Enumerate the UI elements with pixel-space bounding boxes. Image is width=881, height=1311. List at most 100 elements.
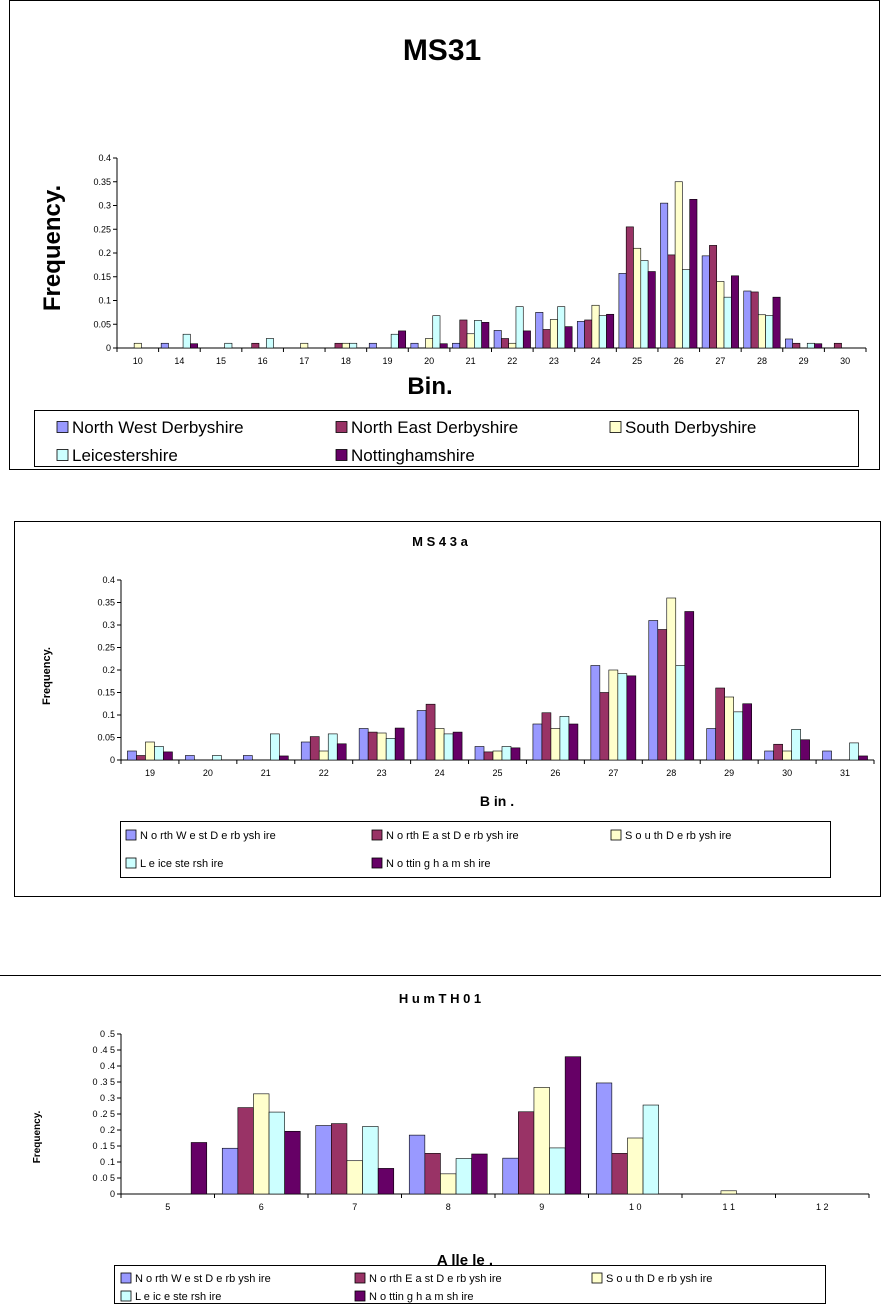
- bar: [541, 712, 552, 761]
- bar: [550, 728, 561, 761]
- y-tick-label: 0.1: [98, 296, 111, 306]
- bar: [434, 728, 445, 761]
- bar: [715, 687, 725, 761]
- bar: [633, 247, 642, 349]
- bar: [591, 304, 600, 349]
- bar: [772, 296, 781, 349]
- bar: [518, 1111, 535, 1195]
- bar: [160, 342, 169, 349]
- x-tick-label: 25: [632, 356, 642, 366]
- chart-title: H u m T H 0 1: [399, 991, 481, 1006]
- bar: [432, 315, 441, 349]
- legend-label: N o rth W e st D e rb ysh ire: [135, 1273, 271, 1285]
- x-tick-label: 18: [341, 356, 351, 366]
- bar: [408, 1134, 426, 1195]
- y-tick-label: 0.2: [102, 665, 115, 675]
- bar: [243, 755, 253, 761]
- bar: [559, 716, 570, 761]
- bar: [377, 1168, 395, 1195]
- bar: [182, 333, 191, 349]
- bar: [424, 1153, 441, 1195]
- legend-swatch: [591, 1272, 603, 1284]
- y-tick-label: 0.35: [97, 598, 115, 608]
- legend-label: L e ice ste rsh ire: [140, 858, 223, 870]
- bar: [346, 1160, 363, 1195]
- y-axis-label: Frequency.: [41, 647, 53, 705]
- bar: [471, 1153, 488, 1195]
- bar: [584, 319, 593, 349]
- legend: N o rth W e st D e rb ysh ire N o rth E a…: [120, 1272, 712, 1303]
- x-tick-label: 17: [299, 356, 309, 366]
- bar: [660, 202, 669, 349]
- y-tick-label: 0 .4: [100, 1061, 115, 1071]
- x-tick-label: 20: [203, 768, 213, 778]
- bar: [731, 275, 739, 349]
- bar: [284, 1130, 301, 1195]
- bar: [515, 306, 524, 349]
- bar: [724, 696, 734, 761]
- bar: [800, 739, 810, 761]
- y-axis-label: Frequency.: [39, 185, 66, 311]
- bar: [502, 1157, 519, 1195]
- bar: [627, 1137, 644, 1195]
- y-tick-label: 0.4: [98, 153, 111, 163]
- bar: [224, 342, 233, 349]
- x-tick-label: 1 0: [629, 1202, 642, 1212]
- legend-label: Nottinghamshire: [351, 446, 475, 465]
- bar: [549, 1147, 566, 1195]
- chart-title: MS31: [403, 34, 481, 67]
- bar: [765, 315, 774, 349]
- bar: [455, 1158, 472, 1195]
- legend-label: North East Derbyshire: [351, 418, 518, 437]
- legend-label: N o ttin g h a m sh ire: [386, 858, 491, 870]
- bar: [237, 1107, 254, 1195]
- bar: [642, 1104, 659, 1195]
- bar: [675, 665, 686, 761]
- bar: [190, 343, 198, 349]
- bar: [626, 675, 637, 761]
- bar: [185, 755, 195, 761]
- legend-label: South Derbyshire: [625, 418, 756, 437]
- bar: [742, 703, 752, 761]
- legend-box: [34, 410, 859, 467]
- legend-swatch: [125, 857, 137, 869]
- chart-ms31: MS31 Frequency. Bin. 0 0.05 0.1 0.15 0.2 0.25…: [9, 0, 880, 470]
- bar: [535, 312, 544, 349]
- x-tick-label: 31: [840, 768, 850, 778]
- bar: [493, 330, 502, 349]
- bar: [625, 226, 634, 349]
- bar: [265, 338, 274, 349]
- bar: [492, 750, 503, 761]
- bar: [522, 330, 531, 349]
- x-tick-label: 9: [539, 1202, 544, 1212]
- bar: [368, 342, 377, 349]
- bar: [331, 1123, 348, 1195]
- bar: [481, 322, 490, 349]
- bar: [190, 1142, 208, 1195]
- y-tick-label: 0: [110, 755, 115, 765]
- y-tick-label: 0: [106, 343, 111, 353]
- x-tick-label: 30: [782, 768, 792, 778]
- bar: [341, 342, 350, 349]
- x-tick-label: 29: [799, 356, 809, 366]
- y-tick-label: 0.15: [93, 272, 111, 282]
- legend: N o rth W e st D e rb ysh ire N o rth E a…: [125, 829, 731, 870]
- bar: [743, 290, 752, 349]
- bar: [814, 343, 823, 349]
- bar: [440, 1173, 457, 1195]
- legend-label: S o u th D e rb ysh ire: [606, 1273, 712, 1285]
- bar: [439, 343, 448, 349]
- bar: [127, 750, 137, 761]
- bar: [459, 319, 468, 349]
- bar: [410, 342, 419, 349]
- bar: [390, 333, 399, 349]
- bar: [443, 733, 454, 761]
- bar: [300, 342, 309, 349]
- x-tick-label: 23: [549, 356, 559, 366]
- bar: [617, 673, 628, 761]
- x-tick-label: 25: [492, 768, 502, 778]
- bar: [822, 750, 832, 761]
- bar: [791, 729, 801, 761]
- bar: [733, 711, 743, 761]
- x-tick-label: 21: [466, 356, 476, 366]
